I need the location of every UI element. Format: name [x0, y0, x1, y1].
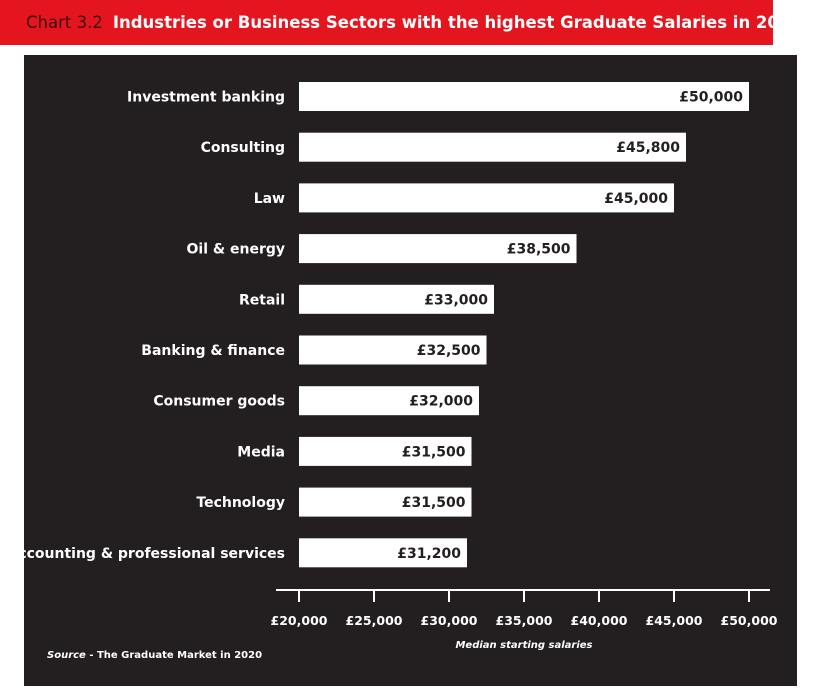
category-label: Law — [254, 191, 285, 207]
bar — [299, 132, 686, 162]
x-tick-label: £20,000 — [271, 613, 328, 628]
x-tick-label: £25,000 — [346, 613, 403, 628]
category-label: Consulting — [201, 140, 285, 156]
chart-title: Industries or Business Sectors with the … — [112, 13, 802, 32]
x-tick-label: £40,000 — [571, 613, 628, 628]
category-label: Retail — [239, 292, 285, 308]
bar-value-label: £33,000 — [424, 292, 488, 308]
x-tick-label: £50,000 — [721, 613, 778, 628]
bar — [299, 436, 472, 466]
bar-value-label: £45,800 — [616, 140, 680, 156]
bar-value-label: £45,000 — [604, 191, 668, 207]
category-label: Banking & finance — [141, 343, 285, 359]
bar — [299, 82, 749, 111]
category-label: Media — [237, 444, 285, 460]
bar — [299, 538, 467, 568]
source-text: - The Graduate Market in 2020 — [85, 650, 263, 661]
bar — [299, 335, 487, 365]
bar-value-label: £31,200 — [397, 546, 461, 562]
bar — [299, 487, 472, 517]
bar-value-label: £31,500 — [402, 495, 466, 511]
category-label: Technology — [196, 495, 285, 511]
bar-value-label: £32,500 — [417, 343, 481, 359]
chart-header: Chart 3.2 Industries or Business Sectors… — [0, 0, 802, 45]
category-label: Oil & energy — [187, 242, 285, 258]
source-note: Source - The Graduate Market in 2020 — [47, 650, 262, 661]
x-tick-label: £45,000 — [646, 613, 703, 628]
category-label: Consumer goods — [153, 394, 285, 410]
category-label: Investment banking — [127, 90, 285, 106]
x-tick-label: £35,000 — [496, 613, 553, 628]
bar-value-label: £50,000 — [679, 90, 743, 106]
x-tick-label: £30,000 — [421, 613, 478, 628]
bar-value-label: £32,000 — [409, 394, 473, 410]
bar-value-label: £31,500 — [402, 444, 466, 460]
bar — [299, 183, 674, 213]
source-label: Source — [47, 650, 86, 661]
chart-number: Chart 3.2 — [26, 13, 103, 32]
category-label: Accounting & professional services — [7, 546, 285, 562]
bar — [299, 386, 479, 416]
x-axis-label: Median starting salaries — [455, 640, 592, 651]
bar — [299, 234, 577, 264]
bar — [299, 284, 494, 314]
bar-value-label: £38,500 — [507, 242, 571, 258]
